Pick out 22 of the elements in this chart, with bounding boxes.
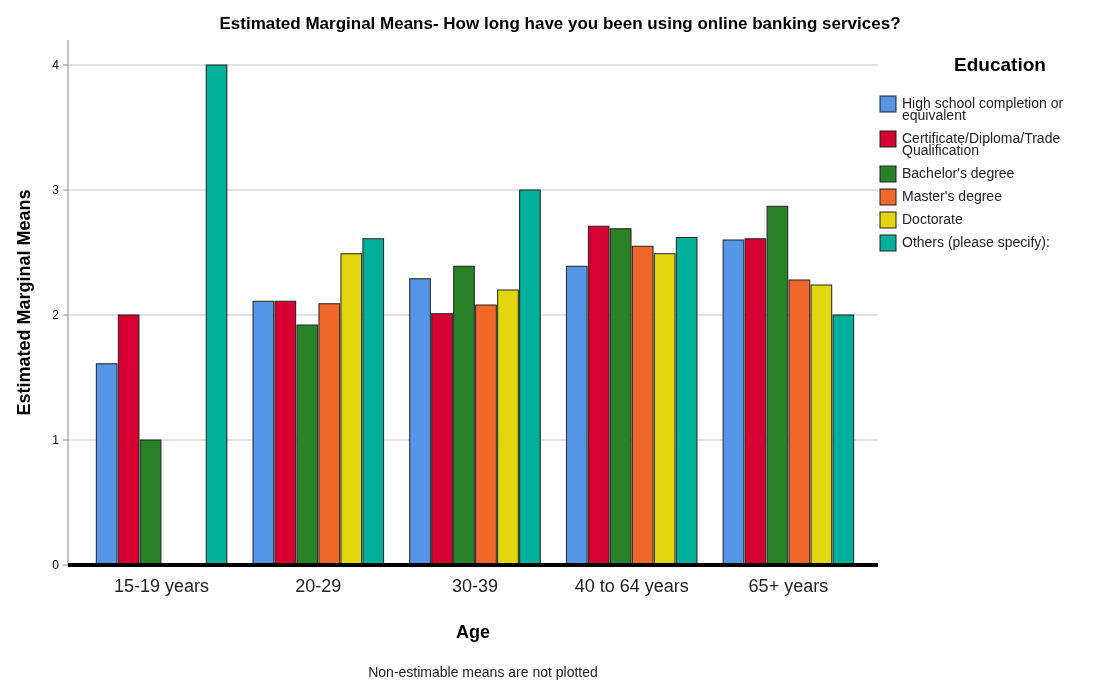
x-tick-label: 40 to 64 years (574, 576, 689, 596)
legend-label: Doctorate (902, 211, 963, 228)
legend-label: Bachelor's degree (902, 165, 1015, 182)
y-tick-label: 4 (52, 58, 60, 73)
y-tick-label: 0 (52, 558, 60, 573)
y-tick-label: 1 (52, 433, 60, 448)
x-tick-label: 65+ years (748, 576, 829, 596)
legend-label: High school completion or equivalent (902, 95, 1064, 124)
y-tick-label: 3 (52, 183, 60, 198)
x-axis-title: Age (455, 622, 491, 642)
chart-title: Estimated Marginal Means- How long have you been using online banking services? (219, 14, 901, 33)
legend-title: Education (954, 54, 1046, 75)
legend-label: Master's degree (902, 188, 1003, 205)
bar (205, 64, 228, 566)
x-tick-label: 20-29 (295, 576, 342, 596)
y-tick-label: 2 (52, 308, 60, 323)
x-tick-label: 15-19 years (114, 576, 210, 596)
text: Non-estimable means are not plotted (368, 664, 598, 680)
legend-label: Certificate/Diploma/Trade Qualification (902, 130, 1061, 159)
x-tick-label: 30-39 (451, 576, 499, 596)
legend-label: Others (please specify): (902, 234, 1050, 251)
y-axis-title: Estimated Marginal Means (14, 189, 34, 416)
